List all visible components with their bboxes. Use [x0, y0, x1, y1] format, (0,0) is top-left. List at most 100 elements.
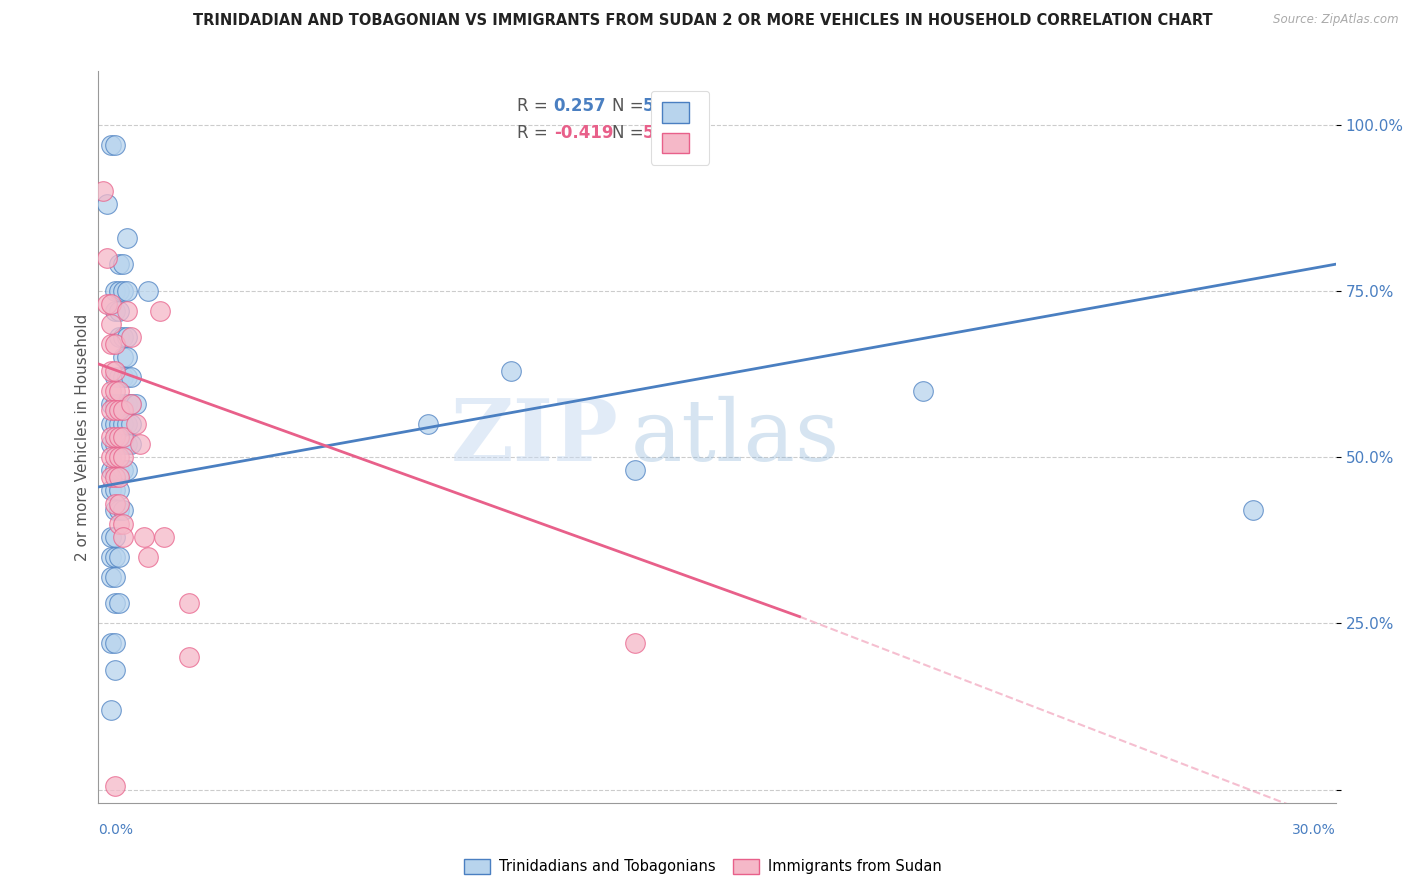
Point — [104, 530, 127, 544]
Point — [104, 636, 127, 650]
Point — [104, 337, 127, 351]
Point — [104, 284, 127, 298]
Point — [120, 397, 142, 411]
Text: 30.0%: 30.0% — [1292, 823, 1336, 837]
Point — [120, 397, 142, 411]
Point — [100, 703, 122, 717]
Point — [104, 663, 127, 677]
Point — [132, 530, 155, 544]
Point — [100, 483, 122, 498]
Point — [112, 330, 135, 344]
Point — [112, 530, 135, 544]
Point — [623, 463, 645, 477]
Point — [108, 303, 131, 318]
Point — [112, 403, 135, 417]
Point — [117, 330, 139, 344]
Point — [112, 430, 135, 444]
Point — [117, 284, 139, 298]
Text: N =: N = — [612, 124, 648, 142]
Point — [96, 297, 118, 311]
Point — [108, 430, 131, 444]
Text: 59: 59 — [643, 97, 666, 115]
Text: ZIP: ZIP — [450, 395, 619, 479]
Point — [108, 450, 131, 464]
Point — [100, 450, 122, 464]
Point — [120, 330, 142, 344]
Point — [112, 284, 135, 298]
Point — [108, 330, 131, 344]
Point — [104, 384, 127, 398]
Point — [136, 284, 159, 298]
Point — [108, 436, 131, 450]
Text: R =: R = — [516, 97, 553, 115]
Point — [108, 463, 131, 477]
Legend: , : , — [651, 91, 709, 165]
Point — [179, 596, 201, 610]
Y-axis label: 2 or more Vehicles in Household: 2 or more Vehicles in Household — [75, 313, 90, 561]
Legend: Trinidadians and Tobagonians, Immigrants from Sudan: Trinidadians and Tobagonians, Immigrants… — [458, 853, 948, 880]
Point — [112, 351, 135, 365]
Point — [104, 417, 127, 431]
Point — [912, 384, 935, 398]
Point — [108, 384, 131, 398]
Point — [117, 397, 139, 411]
Point — [100, 397, 122, 411]
Text: TRINIDADIAN AND TOBAGONIAN VS IMMIGRANTS FROM SUDAN 2 OR MORE VEHICLES IN HOUSEH: TRINIDADIAN AND TOBAGONIAN VS IMMIGRANTS… — [193, 13, 1213, 29]
Text: Source: ZipAtlas.com: Source: ZipAtlas.com — [1274, 13, 1399, 27]
Point — [100, 363, 122, 377]
Point — [112, 516, 135, 531]
Point — [96, 251, 118, 265]
Point — [100, 297, 122, 311]
Point — [104, 463, 127, 477]
Point — [104, 470, 127, 484]
Point — [100, 549, 122, 564]
Point — [108, 596, 131, 610]
Point — [100, 417, 122, 431]
Text: 56: 56 — [643, 124, 666, 142]
Point — [108, 503, 131, 517]
Point — [104, 397, 127, 411]
Point — [104, 497, 127, 511]
Point — [108, 483, 131, 498]
Point — [104, 570, 127, 584]
Text: -0.419: -0.419 — [554, 124, 613, 142]
Point — [623, 636, 645, 650]
Text: 0.0%: 0.0% — [98, 823, 134, 837]
Point — [100, 530, 122, 544]
Point — [108, 470, 131, 484]
Point — [108, 549, 131, 564]
Point — [108, 284, 131, 298]
Point — [104, 303, 127, 318]
Point — [104, 503, 127, 517]
Point — [112, 503, 135, 517]
Point — [117, 463, 139, 477]
Point — [104, 370, 127, 384]
Point — [117, 370, 139, 384]
Point — [100, 403, 122, 417]
Point — [108, 370, 131, 384]
Point — [104, 363, 127, 377]
Text: atlas: atlas — [630, 395, 839, 479]
Point — [117, 436, 139, 450]
Point — [1241, 503, 1264, 517]
Point — [108, 397, 131, 411]
Point — [124, 397, 146, 411]
Point — [104, 483, 127, 498]
Point — [128, 436, 150, 450]
Point — [100, 430, 122, 444]
Point — [100, 137, 122, 152]
Point — [100, 317, 122, 331]
Point — [104, 596, 127, 610]
Point — [136, 549, 159, 564]
Point — [112, 370, 135, 384]
Point — [104, 137, 127, 152]
Point — [104, 450, 127, 464]
Point — [108, 516, 131, 531]
Point — [120, 417, 142, 431]
Point — [112, 417, 135, 431]
Point — [120, 436, 142, 450]
Point — [104, 436, 127, 450]
Point — [108, 417, 131, 431]
Point — [149, 303, 172, 318]
Text: R =: R = — [516, 124, 553, 142]
